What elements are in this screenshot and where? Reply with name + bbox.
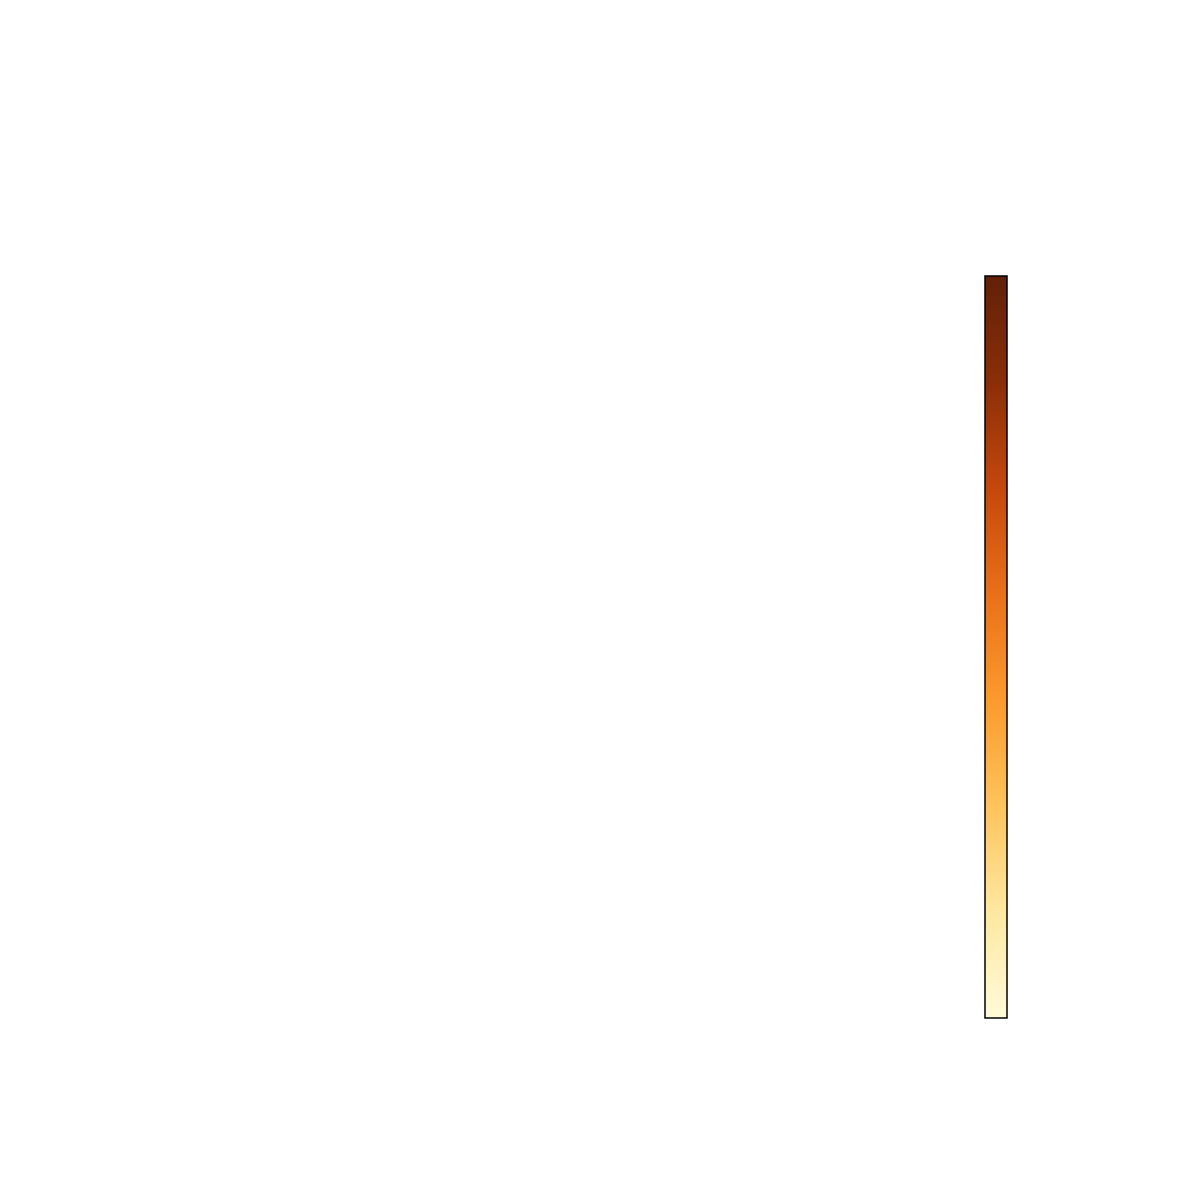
- colorbar: [984, 275, 1008, 1019]
- colorbar-gradient: [984, 275, 1008, 1019]
